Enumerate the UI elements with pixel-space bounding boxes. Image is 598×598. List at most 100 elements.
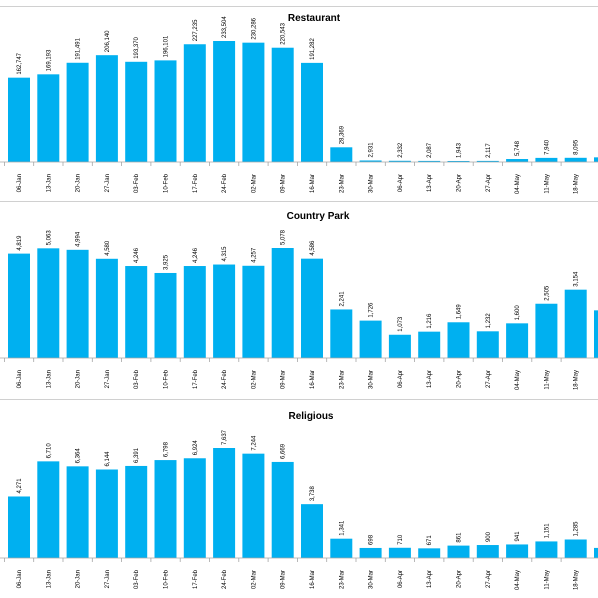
x-tick-label: 06-Apr bbox=[398, 570, 404, 588]
data-label: 230,286 bbox=[251, 17, 257, 39]
data-label: 3,925 bbox=[164, 254, 170, 270]
chart-title: Restaurant bbox=[288, 13, 341, 24]
bar-10-Feb bbox=[154, 272, 177, 358]
bar-04-May bbox=[506, 323, 529, 358]
data-label: 671 bbox=[427, 535, 433, 546]
data-label: 5,748 bbox=[515, 140, 521, 156]
data-label: 1,073 bbox=[398, 316, 404, 332]
x-tick-label: 17-Feb bbox=[193, 569, 199, 589]
bar-20-Jan bbox=[66, 249, 89, 358]
x-tick-label: 27-Jan bbox=[105, 174, 111, 192]
data-label: 4,586 bbox=[310, 240, 316, 256]
data-label: 4,246 bbox=[134, 247, 140, 263]
x-tick-label: 16-Mar bbox=[310, 174, 316, 193]
x-tick-label: 03-Feb bbox=[134, 173, 140, 193]
bar-13-Jan bbox=[37, 74, 60, 162]
bar-09-Mar bbox=[271, 461, 294, 558]
bar-18-May bbox=[564, 157, 587, 162]
bar-04-May bbox=[506, 159, 529, 162]
data-label: 169,193 bbox=[46, 49, 52, 71]
chart-title: Country Park bbox=[287, 211, 350, 222]
top-separator bbox=[0, 6, 598, 7]
x-tick-label: 13-Jan bbox=[46, 570, 52, 588]
x-tick-label: 13-Apr bbox=[427, 570, 433, 588]
bar-13-Apr bbox=[418, 331, 441, 358]
data-label: 1,600 bbox=[515, 305, 521, 321]
chart-title: Religious bbox=[288, 411, 333, 422]
bar-partial bbox=[594, 547, 598, 558]
data-label: 1,216 bbox=[427, 313, 433, 329]
data-label: 162,747 bbox=[17, 52, 23, 74]
bar-06-Jan bbox=[8, 77, 30, 162]
data-label: 5,063 bbox=[46, 230, 52, 246]
x-tick-label: 06-Jan bbox=[17, 570, 23, 588]
bar-13-Apr bbox=[418, 548, 441, 558]
x-tick-label: 27-Jan bbox=[105, 570, 111, 588]
bar-partial bbox=[594, 157, 598, 162]
country-park-chart: Country Park 4,819 06-Jan 5,063 13-Jan 4,994… bbox=[0, 211, 598, 390]
data-label: 941 bbox=[515, 531, 521, 542]
bar-18-May bbox=[564, 289, 587, 358]
bar-30-Mar bbox=[359, 320, 382, 358]
data-label: 206,140 bbox=[105, 30, 111, 52]
data-label: 4,257 bbox=[251, 247, 257, 263]
x-tick-label: 27-Apr bbox=[486, 174, 492, 192]
data-label: 196,101 bbox=[164, 35, 170, 57]
x-tick-label: 04-May bbox=[515, 174, 521, 194]
x-tick-label: 06-Jan bbox=[17, 174, 23, 192]
bar-04-May bbox=[506, 544, 529, 558]
data-label: 6,924 bbox=[193, 440, 199, 456]
x-tick-label: 03-Feb bbox=[134, 369, 140, 389]
data-label: 6,144 bbox=[105, 451, 111, 467]
bar-06-Apr bbox=[388, 334, 411, 358]
bar-06-Apr bbox=[388, 160, 411, 162]
data-label: 227,235 bbox=[193, 19, 199, 41]
data-label: 1,341 bbox=[339, 520, 345, 536]
bar-23-Mar bbox=[330, 538, 353, 558]
x-tick-label: 20-Apr bbox=[457, 370, 463, 388]
bar-11-May bbox=[535, 157, 558, 162]
x-tick-label: 24-Feb bbox=[222, 569, 228, 589]
bar-09-Mar bbox=[271, 248, 294, 358]
bar-13-Apr bbox=[418, 160, 441, 162]
x-tick-label: 09-Mar bbox=[281, 570, 287, 589]
data-label: 191,491 bbox=[76, 37, 82, 59]
bar-27-Apr bbox=[476, 160, 499, 162]
data-label: 1,285 bbox=[574, 521, 580, 537]
x-tick-label: 18-May bbox=[574, 174, 580, 194]
bar-02-Mar bbox=[242, 265, 265, 358]
bar-27-Jan bbox=[95, 55, 118, 162]
bar-24-Feb bbox=[213, 264, 236, 358]
x-tick-label: 20-Jan bbox=[76, 370, 82, 388]
data-label: 4,246 bbox=[193, 247, 199, 263]
data-label: 4,819 bbox=[17, 235, 23, 251]
bar-03-Feb bbox=[125, 266, 148, 358]
data-label: 6,669 bbox=[281, 443, 287, 459]
bar-27-Jan bbox=[95, 469, 118, 558]
bar-30-Mar bbox=[359, 160, 382, 162]
data-label: 233,504 bbox=[222, 16, 228, 38]
data-label: 2,241 bbox=[339, 291, 345, 307]
x-tick-label: 13-Apr bbox=[427, 370, 433, 388]
x-tick-label: 24-Feb bbox=[222, 369, 228, 389]
x-tick-label: 04-May bbox=[515, 570, 521, 590]
bar-24-Feb bbox=[213, 448, 236, 558]
x-tick-label: 20-Jan bbox=[76, 174, 82, 192]
data-label: 4,580 bbox=[105, 240, 111, 256]
separator-1 bbox=[0, 201, 598, 202]
data-label: 1,232 bbox=[486, 313, 492, 329]
data-label: 7,940 bbox=[544, 139, 550, 155]
data-label: 3,738 bbox=[310, 485, 316, 501]
data-label: 191,282 bbox=[310, 38, 316, 60]
x-tick-label: 23-Mar bbox=[339, 174, 345, 193]
religious-chart: Religious 4,271 06-Jan 6,710 13-Jan 6,364 20-… bbox=[0, 411, 598, 590]
bar-17-Feb bbox=[183, 44, 206, 162]
x-tick-label: 02-Mar bbox=[251, 370, 257, 389]
x-tick-label: 16-Mar bbox=[310, 370, 316, 389]
bar-11-May bbox=[535, 303, 558, 358]
data-label: 1,151 bbox=[544, 523, 550, 539]
data-label: 6,798 bbox=[164, 441, 170, 457]
x-tick-label: 17-Feb bbox=[193, 173, 199, 193]
x-tick-label: 04-May bbox=[515, 370, 521, 390]
